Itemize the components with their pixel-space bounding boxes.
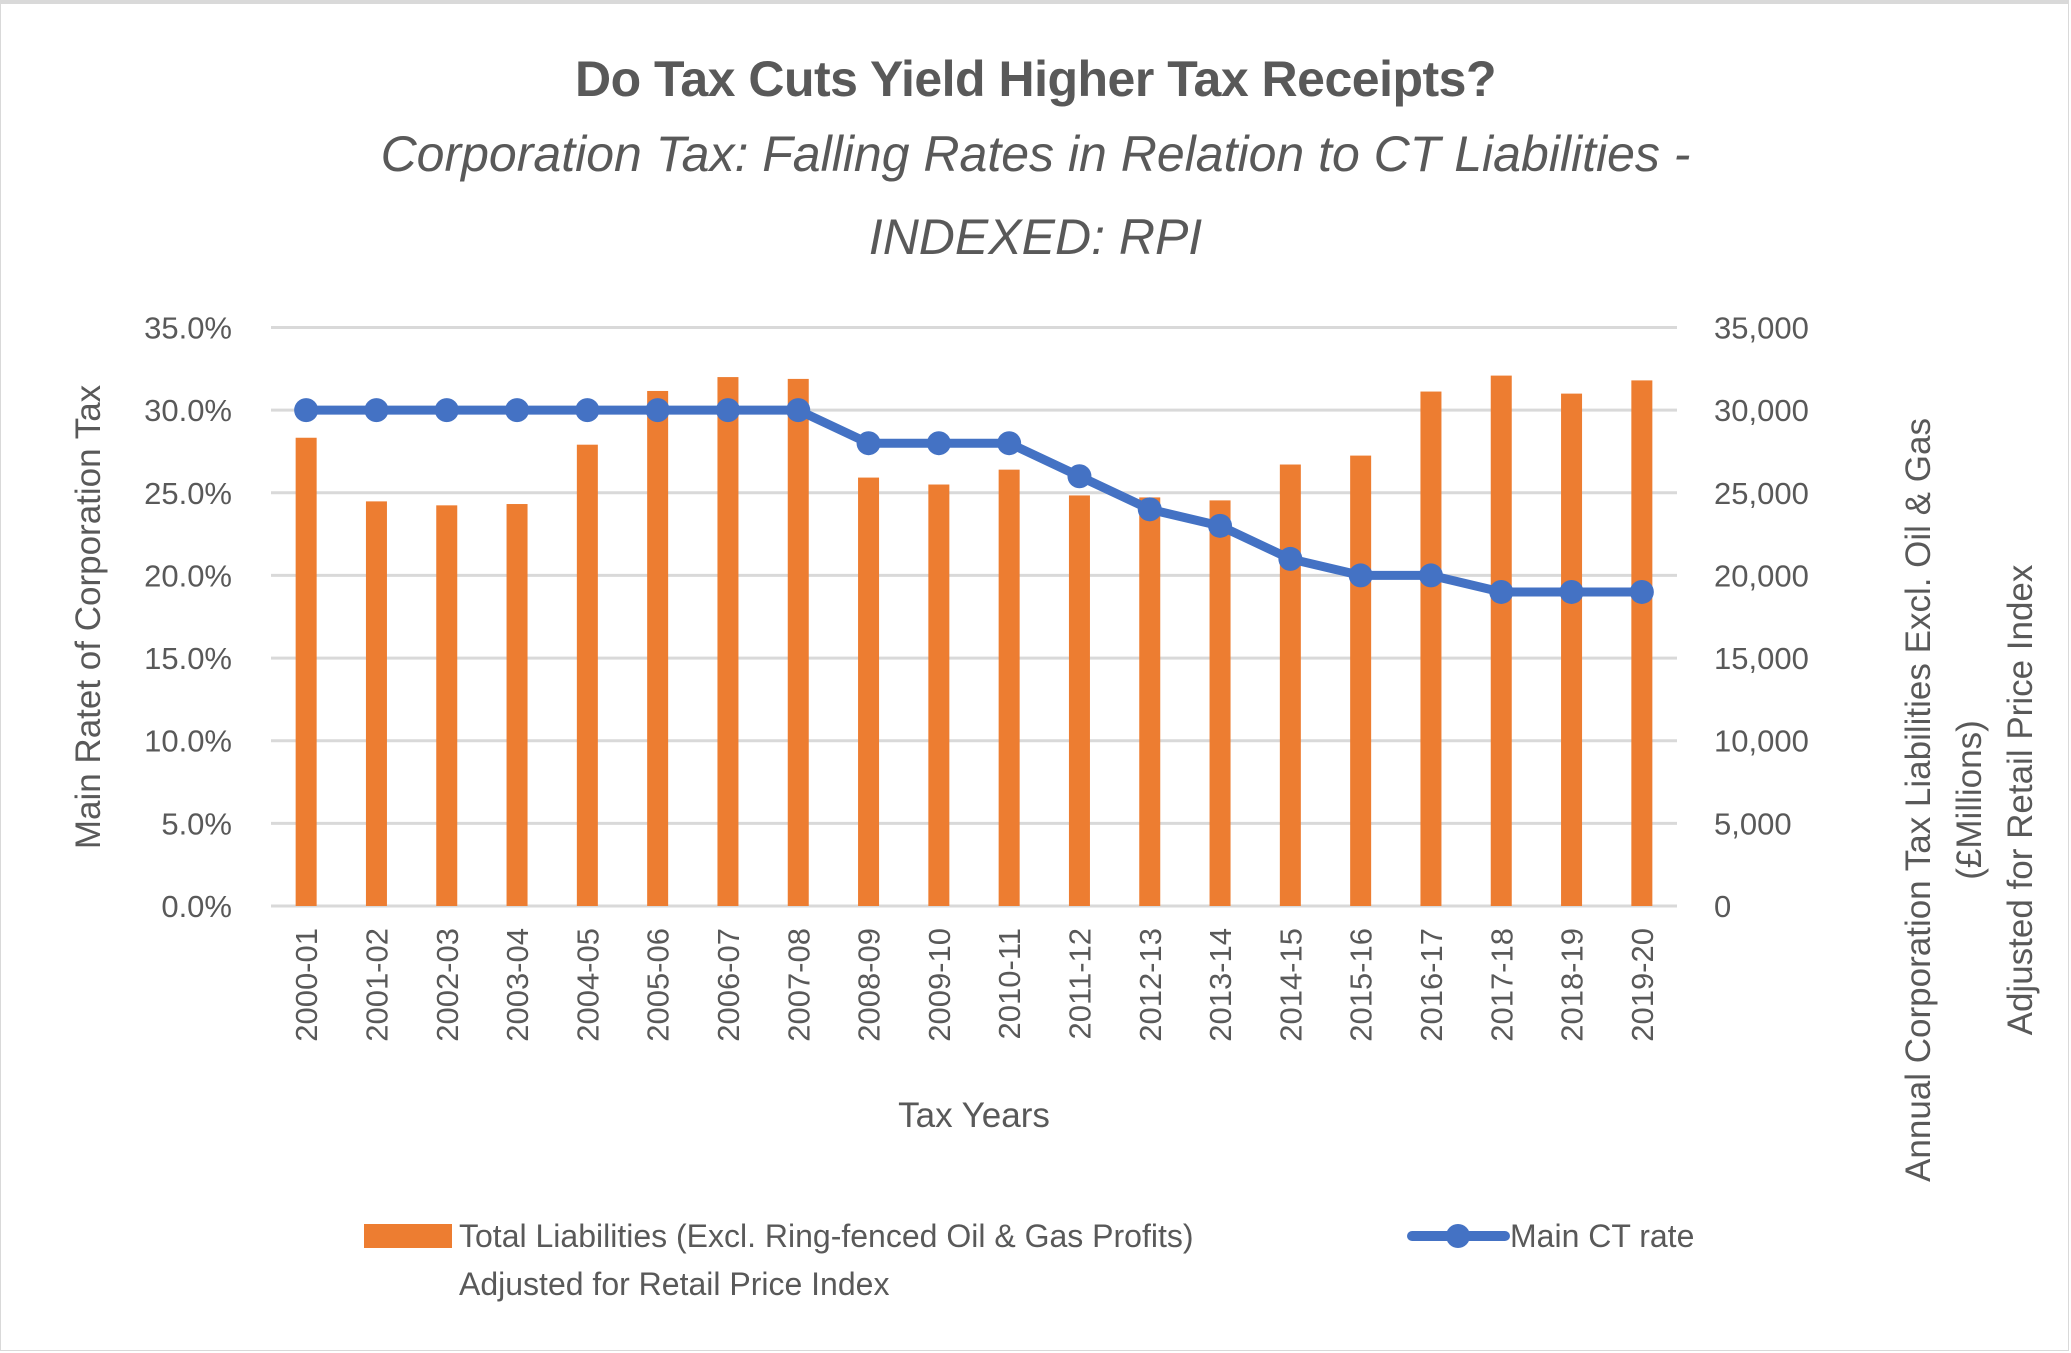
ct-rate-point-2005-06 (645, 398, 670, 423)
left-axis-title: Main Ratet of Corporation Tax (69, 384, 108, 849)
bar-2010-11 (998, 469, 1020, 906)
x-tick-label: 2012-13 (1133, 928, 1168, 1042)
x-tick-label: 2001-02 (359, 928, 394, 1042)
bar-2000-01 (295, 437, 317, 906)
legend-label-line: Main CT rate (1510, 1218, 1694, 1254)
ct-rate-point-2018-19 (1559, 579, 1584, 604)
ct-rate-line (306, 405, 1642, 597)
line-series (294, 398, 1654, 604)
right-tick-label: 15,000 (1714, 641, 1809, 676)
legend-label-bars-line-1: Total Liabilities (Excl. Ring-fenced Oil… (459, 1218, 1193, 1254)
x-axis-ticks: 2000-01 2001-02 2002-03 2003-04 2004-05 2005-… (289, 928, 1660, 1042)
ct-rate-point-2015-16 (1348, 563, 1373, 588)
bar-2015-16 (1350, 455, 1372, 906)
x-tick-label: 2017-18 (1484, 928, 1519, 1042)
x-tick-label: 2003-04 (500, 928, 535, 1042)
bar-2006-07 (717, 377, 739, 907)
right-tick-label: 10,000 (1714, 724, 1809, 759)
x-tick-label: 2002-03 (430, 928, 465, 1042)
right-axis-title-line-2: (£Millions) (1950, 720, 1989, 879)
bar-2003-04 (506, 504, 528, 906)
ct-rate-point-2017-18 (1489, 579, 1514, 604)
bar-2016-17 (1420, 391, 1442, 906)
x-tick-label: 2010-11 (992, 928, 1027, 1039)
right-axis-title-line-3: Adjusted for Retail Price Index (2001, 564, 2040, 1035)
right-tick-label: 25,000 (1714, 476, 1809, 511)
x-tick-label: 2013-14 (1203, 928, 1238, 1042)
ct-rate-point-2011-12 (1067, 464, 1092, 489)
bar-2002-03 (436, 505, 458, 906)
left-axis-ticks: 0.0% 5.0% 10.0% 15.0% 20.0% 25.0% 30.0% 35.0% (144, 311, 232, 925)
chart-subtitle-line-2: INDEXED: RPI (868, 209, 1203, 265)
x-tick-label: 2009-10 (922, 928, 957, 1042)
legend: Total Liabilities (Excl. Ring-fenced Oil… (364, 1218, 1694, 1302)
right-axis-title-line-1: Annual Corporation Tax Liabilities Excl.… (1899, 418, 1938, 1182)
x-tick-label: 2015-16 (1344, 928, 1379, 1042)
chart-title: Do Tax Cuts Yield Higher Tax Receipts? (574, 51, 1497, 107)
x-tick-label: 2019-20 (1625, 928, 1660, 1042)
bar-2013-14 (1209, 500, 1231, 906)
x-tick-label: 2007-08 (781, 928, 816, 1042)
left-tick-label: 15.0% (144, 641, 232, 676)
right-tick-label: 35,000 (1714, 311, 1809, 346)
ct-rate-point-2016-17 (1418, 563, 1443, 588)
legend-swatch-bars (364, 1224, 452, 1248)
x-tick-label: 2000-01 (289, 928, 324, 1042)
bar-2018-19 (1561, 393, 1583, 907)
x-tick-label: 2011-12 (1062, 928, 1097, 1039)
x-tick-label: 2008-09 (852, 928, 887, 1042)
ct-rate-point-2001-02 (364, 398, 389, 423)
x-tick-label: 2014-15 (1273, 928, 1308, 1042)
left-tick-label: 30.0% (144, 393, 232, 428)
ct-rate-point-2014-15 (1278, 546, 1303, 571)
ct-rate-point-2013-14 (1208, 513, 1233, 538)
left-tick-label: 25.0% (144, 476, 232, 511)
bar-2012-13 (1139, 497, 1161, 906)
left-tick-label: 0.0% (161, 889, 232, 924)
x-tick-label: 2005-06 (641, 928, 676, 1042)
ct-rate-point-2003-04 (505, 398, 530, 423)
bar-2017-18 (1490, 375, 1512, 906)
legend-label-bars-line-2: Adjusted for Retail Price Index (459, 1266, 889, 1302)
right-axis-ticks: 0 5,000 10,000 15,000 20,000 25,000 30,000 35,0… (1714, 311, 1809, 925)
bar-series (295, 375, 1653, 907)
legend-swatch-marker (1446, 1224, 1470, 1248)
right-tick-label: 30,000 (1714, 393, 1809, 428)
bar-2008-09 (858, 477, 880, 906)
left-tick-label: 10.0% (144, 724, 232, 759)
left-tick-label: 35.0% (144, 311, 232, 346)
ct-rate-point-2012-13 (1137, 497, 1162, 522)
ct-rate-point-2010-11 (997, 431, 1022, 456)
x-tick-label: 2016-17 (1414, 928, 1449, 1042)
ct-rate-point-2006-07 (715, 398, 740, 423)
left-tick-label: 5.0% (161, 806, 232, 841)
chart-subtitle-line-1: Corporation Tax: Falling Rates in Relati… (380, 126, 1691, 182)
ct-rate-point-2008-09 (856, 431, 881, 456)
bar-2014-15 (1279, 464, 1301, 906)
ct-rate-point-2007-08 (786, 398, 811, 423)
x-tick-label: 2004-05 (570, 928, 605, 1042)
bar-2005-06 (647, 390, 669, 906)
right-tick-label: 5,000 (1714, 806, 1792, 841)
ct-rate-point-2009-10 (926, 431, 951, 456)
x-axis-title: Tax Years (898, 1096, 1050, 1135)
x-tick-label: 2018-19 (1555, 928, 1590, 1042)
ct-rate-point-2002-03 (434, 398, 459, 423)
bar-2011-12 (1068, 495, 1090, 906)
ct-rate-point-2000-01 (294, 398, 319, 423)
ct-rate-point-2019-20 (1629, 579, 1654, 604)
bar-2001-02 (365, 501, 387, 906)
left-tick-label: 20.0% (144, 558, 232, 593)
ct-rate-point-2004-05 (575, 398, 600, 423)
right-tick-label: 0 (1714, 889, 1731, 924)
x-tick-label: 2006-07 (711, 928, 746, 1042)
bar-2007-08 (787, 378, 809, 906)
bar-2009-10 (928, 484, 950, 906)
right-tick-label: 20,000 (1714, 558, 1809, 593)
bar-2004-05 (576, 444, 598, 906)
bar-2019-20 (1631, 380, 1653, 906)
